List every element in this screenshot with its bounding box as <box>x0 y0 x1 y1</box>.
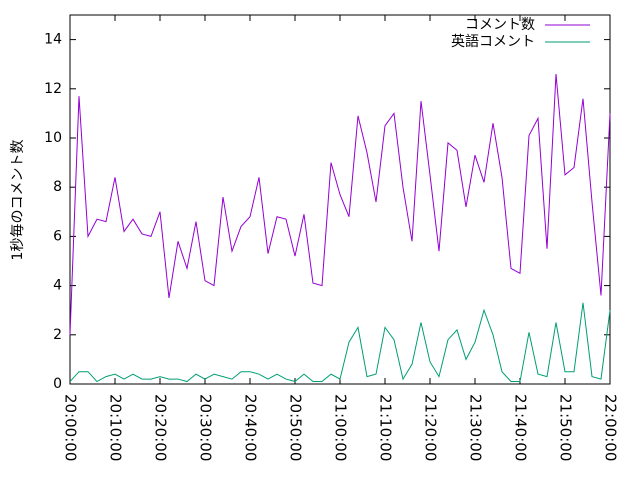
y-tick-label: 8 <box>53 179 62 195</box>
x-tick-label: 22:00:00 <box>602 394 620 461</box>
y-tick-label: 4 <box>53 278 62 294</box>
series-line <box>69 302 611 383</box>
y-tick-label: 0 <box>53 376 62 392</box>
y-tick-label: 12 <box>44 81 62 97</box>
x-tick-label: 20:30:00 <box>197 394 215 461</box>
y-tick-label: 10 <box>44 130 62 146</box>
x-tick-label: 21:40:00 <box>512 394 530 461</box>
x-tick-label: 21:00:00 <box>332 394 350 461</box>
y-tick-label: 2 <box>53 327 62 343</box>
legend-label: 英語コメント <box>451 33 535 50</box>
x-tick-label: 20:20:00 <box>152 394 170 461</box>
x-tick-label: 21:50:00 <box>557 394 575 461</box>
legend-label: コメント数 <box>465 17 535 33</box>
x-tick-label: 21:10:00 <box>377 394 395 461</box>
y-axis-label: 1秒毎のコメント数 <box>10 140 26 261</box>
plot-frame <box>69 14 611 385</box>
series-line <box>69 73 611 335</box>
x-tick-label: 20:00:00 <box>62 394 80 461</box>
x-tick-label: 20:40:00 <box>242 394 260 461</box>
x-tick-label: 21:30:00 <box>467 394 485 461</box>
x-tick-label: 21:20:00 <box>422 394 440 461</box>
x-tick-label: 20:50:00 <box>287 394 305 461</box>
x-tick-label: 20:10:00 <box>107 394 125 461</box>
y-tick-label: 6 <box>53 228 62 244</box>
y-tick-label: 14 <box>44 32 62 48</box>
